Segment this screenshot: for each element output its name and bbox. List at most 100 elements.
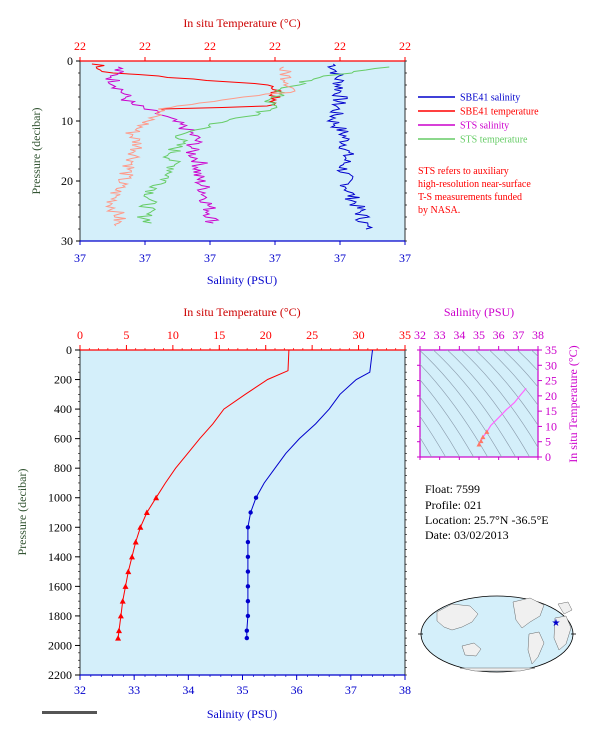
temperature-marker <box>119 598 126 604</box>
temperature-marker <box>125 568 132 575</box>
profile-sal-tick-label: 37 <box>345 683 357 697</box>
profile-pressure-tick-label: 1600 <box>48 579 72 593</box>
near-surface-salinity-axis-title: Salinity (PSU) <box>207 273 277 287</box>
top-temp-tick-label: 22 <box>334 39 346 53</box>
ts-sal-tick-label: 32 <box>414 328 426 342</box>
profile-pressure-tick-label: 800 <box>54 461 72 475</box>
ts-temp-tick-label: 30 <box>545 358 557 372</box>
near-surface-series-line <box>91 63 282 110</box>
density-contour <box>530 350 538 357</box>
ts-temp-tick-label: 20 <box>545 389 557 403</box>
profile-panel: 0 5 10 15 20 25 30 35 32 33 34 35 36 37 38 0 200 400 600 80… <box>15 305 411 721</box>
ts-density-contours <box>420 350 538 457</box>
map-continents <box>436 597 573 672</box>
top-sal-tick-label: 37 <box>139 251 151 265</box>
near-surface-panel: 22 22 22 22 22 22 37 37 37 37 37 37 0 10 20 30 In situ … <box>29 16 539 287</box>
ts-series-group <box>476 387 527 447</box>
note-line: by NASA. <box>418 205 460 216</box>
ts-sal-tick-label: 38 <box>532 328 544 342</box>
profile-sal-tick-label: 36 <box>291 683 303 697</box>
profile-pressure-tick-label: 2200 <box>48 668 72 682</box>
continent-europe <box>557 601 573 615</box>
temperature-marker <box>115 635 122 641</box>
profile-pressure-tick-label: 1400 <box>48 550 72 564</box>
top-sal-tick-label: 37 <box>334 251 346 265</box>
salinity-marker <box>245 569 251 574</box>
profile-temp-tick-label: 15 <box>213 328 225 342</box>
salinity-marker <box>244 635 250 641</box>
top-sal-tick-label: 37 <box>204 251 216 265</box>
float-location: Location: 25.7°N -36.5°E <box>425 513 549 527</box>
ts-marker <box>476 441 482 447</box>
ts-sal-tick-label: 33 <box>434 328 446 342</box>
salinity-marker <box>244 628 250 633</box>
note-line: high-resolution near-surface <box>418 179 531 190</box>
profile-pressure-tick-label: 0 <box>66 343 72 357</box>
temperature-marker <box>116 627 122 634</box>
ts-sal-tick-label: 35 <box>473 328 485 342</box>
top-sal-tick-label: 37 <box>269 251 281 265</box>
star-icon: ★ <box>552 618 561 629</box>
density-contour <box>488 350 538 406</box>
ts-marker <box>484 429 490 434</box>
top-temp-tick-label: 22 <box>139 39 151 53</box>
ts-temp-tick-label: 0 <box>545 450 551 464</box>
temperature-marker <box>117 612 124 619</box>
continent-australia <box>461 642 482 657</box>
continent-america-north <box>512 597 545 629</box>
density-contour <box>460 350 538 448</box>
world-map: ★ <box>418 595 576 673</box>
profile-date: Date: 03/02/2013 <box>425 528 509 542</box>
ts-temp-axis-title: In situ Temperature (°C) <box>566 345 580 462</box>
top-pressure-tick-label: 10 <box>61 114 73 128</box>
profile-temp-tick-label: 35 <box>399 328 411 342</box>
top-pressure-tick-label: 0 <box>67 54 73 68</box>
profile-temp-tick-label: 0 <box>77 328 83 342</box>
salinity-marker <box>245 554 251 560</box>
profile-sal-tick-label: 35 <box>237 683 249 697</box>
profile-series-group <box>115 349 373 641</box>
near-surface-series-line <box>105 66 220 224</box>
profile-temp-axis-title: In situ Temperature (°C) <box>183 305 300 319</box>
continent-africa <box>553 615 572 651</box>
top-sal-tick-label: 37 <box>399 251 411 265</box>
profile-pressure-tick-label: 600 <box>54 432 72 446</box>
ts-sal-tick-label: 34 <box>453 328 465 342</box>
profile-plot-area <box>79 349 406 676</box>
near-surface-temp-axis-title: In situ Temperature (°C) <box>183 16 300 30</box>
profile-pressure-tick-label: 2000 <box>48 638 72 652</box>
density-contour <box>446 350 530 457</box>
density-contour <box>420 363 488 457</box>
note-line: STS refers to auxiliary <box>418 166 509 177</box>
density-contour <box>516 350 538 372</box>
top-temp-tick-label: 22 <box>399 39 411 53</box>
sts-note: STS refers to auxiliary high-resolution n… <box>418 166 531 216</box>
density-contour <box>432 350 516 457</box>
temperature-marker <box>132 539 139 545</box>
ts-temp-tick-label: 25 <box>545 374 557 388</box>
salinity-marker <box>245 613 251 619</box>
profile-pressure-tick-label: 1800 <box>48 609 72 623</box>
near-surface-series-line <box>104 66 296 227</box>
density-contour <box>474 350 538 426</box>
top-pressure-tick-label: 30 <box>61 234 73 248</box>
profile-pressure-tick-label: 200 <box>54 373 72 387</box>
temperature-marker <box>137 524 144 530</box>
profile-temp-tick-label: 20 <box>260 328 272 342</box>
profile-pressure-tick-label: 1200 <box>48 520 72 534</box>
float-info: Float: 7599 Profile: 021 Location: 25.7°… <box>425 482 549 542</box>
salinity-marker <box>248 510 253 515</box>
temperature-marker <box>153 494 160 501</box>
profile-temp-tick-label: 5 <box>123 328 129 342</box>
profile-pressure-axis-title: Pressure (decibar) <box>15 469 29 556</box>
profile-temp-tick-label: 10 <box>167 328 179 342</box>
top-temp-tick-label: 22 <box>269 39 281 53</box>
density-contour <box>420 350 502 457</box>
ts-temp-tick-label: 10 <box>545 419 557 433</box>
salinity-marker <box>245 525 251 530</box>
ts-salinity-axis-title: Salinity (PSU) <box>444 305 514 319</box>
ts-temp-tick-label: 15 <box>545 404 557 418</box>
profile-ticks: 0 5 10 15 20 25 30 35 32 33 34 35 36 37 38 0 200 400 600 80… <box>48 328 411 697</box>
